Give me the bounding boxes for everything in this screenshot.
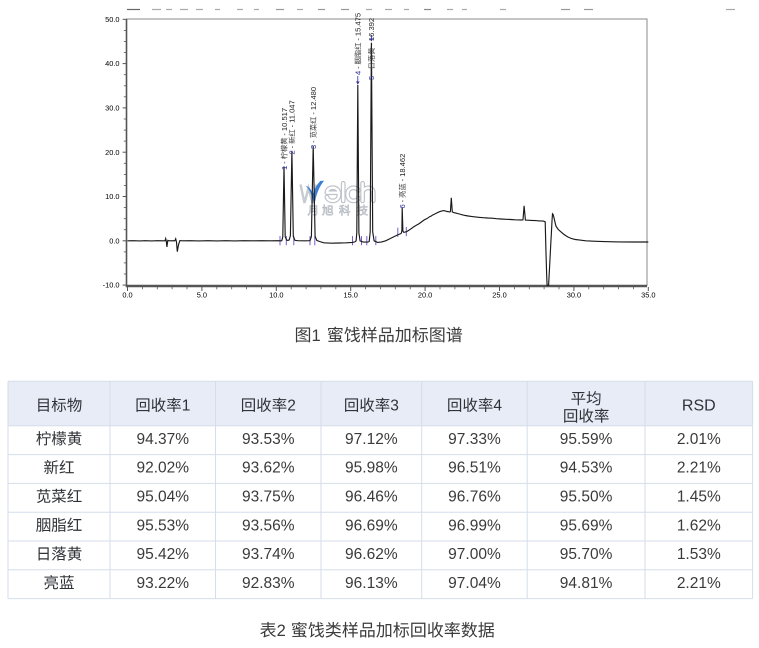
svg-text:97.04%: 97.04% bbox=[448, 575, 501, 592]
svg-text:2.01%: 2.01% bbox=[677, 431, 721, 448]
svg-text:-: - bbox=[288, 145, 297, 148]
svg-text:-: - bbox=[288, 124, 297, 127]
svg-text:97.33%: 97.33% bbox=[448, 431, 501, 448]
svg-text:1.45%: 1.45% bbox=[677, 489, 721, 506]
svg-text:0.0: 0.0 bbox=[109, 236, 119, 245]
svg-text:95.59%: 95.59% bbox=[560, 431, 613, 448]
svg-text:10.0: 10.0 bbox=[105, 192, 119, 201]
svg-text:96.69%: 96.69% bbox=[345, 517, 398, 534]
svg-text:35.0: 35.0 bbox=[641, 291, 655, 300]
svg-text:94.53%: 94.53% bbox=[560, 460, 613, 477]
svg-text:-: - bbox=[354, 38, 363, 41]
svg-text:-: - bbox=[398, 178, 407, 181]
svg-text:93.75%: 93.75% bbox=[242, 489, 295, 506]
svg-text:5: 5 bbox=[367, 76, 376, 80]
svg-text:18.462: 18.462 bbox=[398, 154, 407, 177]
svg-text:95.70%: 95.70% bbox=[560, 546, 613, 563]
svg-text:15.475: 15.475 bbox=[354, 13, 363, 36]
svg-text:93.62%: 93.62% bbox=[242, 460, 295, 477]
svg-text:2: 2 bbox=[287, 398, 296, 415]
svg-text:96.46%: 96.46% bbox=[345, 489, 398, 506]
svg-text:94.37%: 94.37% bbox=[136, 431, 189, 448]
svg-text:-: - bbox=[280, 161, 289, 164]
svg-text:4: 4 bbox=[493, 398, 502, 415]
svg-text:95.69%: 95.69% bbox=[560, 517, 613, 534]
svg-text:20.0: 20.0 bbox=[105, 148, 119, 157]
svg-text:95.50%: 95.50% bbox=[560, 489, 613, 506]
svg-text:94.81%: 94.81% bbox=[560, 575, 613, 592]
svg-text:97.00%: 97.00% bbox=[448, 546, 501, 563]
svg-text:93.56%: 93.56% bbox=[242, 517, 295, 534]
svg-text:96.99%: 96.99% bbox=[448, 517, 501, 534]
svg-text:11.047: 11.047 bbox=[288, 100, 297, 123]
svg-text:1.53%: 1.53% bbox=[677, 546, 721, 563]
svg-text:95.53%: 95.53% bbox=[136, 517, 189, 534]
svg-text:93.74%: 93.74% bbox=[242, 546, 295, 563]
svg-text:30.0: 30.0 bbox=[567, 291, 581, 300]
svg-text:97.12%: 97.12% bbox=[345, 431, 398, 448]
svg-text:96.13%: 96.13% bbox=[345, 575, 398, 592]
svg-text:RSD: RSD bbox=[682, 398, 716, 415]
svg-text:0.0: 0.0 bbox=[122, 291, 132, 300]
svg-text:2: 2 bbox=[288, 150, 297, 154]
svg-text:10.0: 10.0 bbox=[269, 291, 283, 300]
svg-text:1: 1 bbox=[280, 166, 289, 170]
svg-text:2: 2 bbox=[277, 622, 286, 640]
svg-text:10.517: 10.517 bbox=[280, 108, 289, 131]
svg-text:25.0: 25.0 bbox=[492, 291, 506, 300]
svg-text:6: 6 bbox=[398, 204, 407, 208]
svg-text:92.83%: 92.83% bbox=[242, 575, 295, 592]
svg-text:96.51%: 96.51% bbox=[448, 460, 501, 477]
svg-text:30.0: 30.0 bbox=[105, 104, 119, 113]
svg-text:-: - bbox=[309, 140, 318, 143]
svg-text:15.0: 15.0 bbox=[344, 291, 358, 300]
svg-text:93.22%: 93.22% bbox=[136, 575, 189, 592]
svg-text:95.42%: 95.42% bbox=[136, 546, 189, 563]
svg-text:20.0: 20.0 bbox=[418, 291, 432, 300]
svg-text:3: 3 bbox=[390, 398, 399, 415]
svg-text:16.392: 16.392 bbox=[367, 18, 376, 41]
svg-text:93.53%: 93.53% bbox=[242, 431, 295, 448]
svg-text:96.76%: 96.76% bbox=[448, 489, 501, 506]
svg-text:2.21%: 2.21% bbox=[677, 575, 721, 592]
svg-text:92.02%: 92.02% bbox=[136, 460, 189, 477]
svg-text:1: 1 bbox=[312, 327, 321, 345]
svg-text:-: - bbox=[280, 133, 289, 136]
svg-text:-: - bbox=[367, 43, 376, 46]
svg-text:-10.0: -10.0 bbox=[103, 281, 120, 290]
svg-text:12.480: 12.480 bbox=[309, 87, 318, 110]
svg-text:95.04%: 95.04% bbox=[136, 489, 189, 506]
svg-text:-: - bbox=[367, 71, 376, 74]
svg-text:1.62%: 1.62% bbox=[677, 517, 721, 534]
svg-text:95.98%: 95.98% bbox=[345, 460, 398, 477]
svg-text:-: - bbox=[309, 112, 318, 115]
svg-text:2.21%: 2.21% bbox=[677, 460, 721, 477]
svg-text:-: - bbox=[354, 66, 363, 69]
svg-text:-: - bbox=[398, 199, 407, 202]
svg-text:40.0: 40.0 bbox=[105, 59, 119, 68]
svg-text:4: 4 bbox=[354, 71, 363, 75]
svg-text:1: 1 bbox=[182, 398, 191, 415]
svg-text:3: 3 bbox=[309, 145, 318, 149]
svg-text:50.0: 50.0 bbox=[105, 15, 119, 24]
svg-text:5.0: 5.0 bbox=[197, 291, 207, 300]
svg-text:96.62%: 96.62% bbox=[345, 546, 398, 563]
